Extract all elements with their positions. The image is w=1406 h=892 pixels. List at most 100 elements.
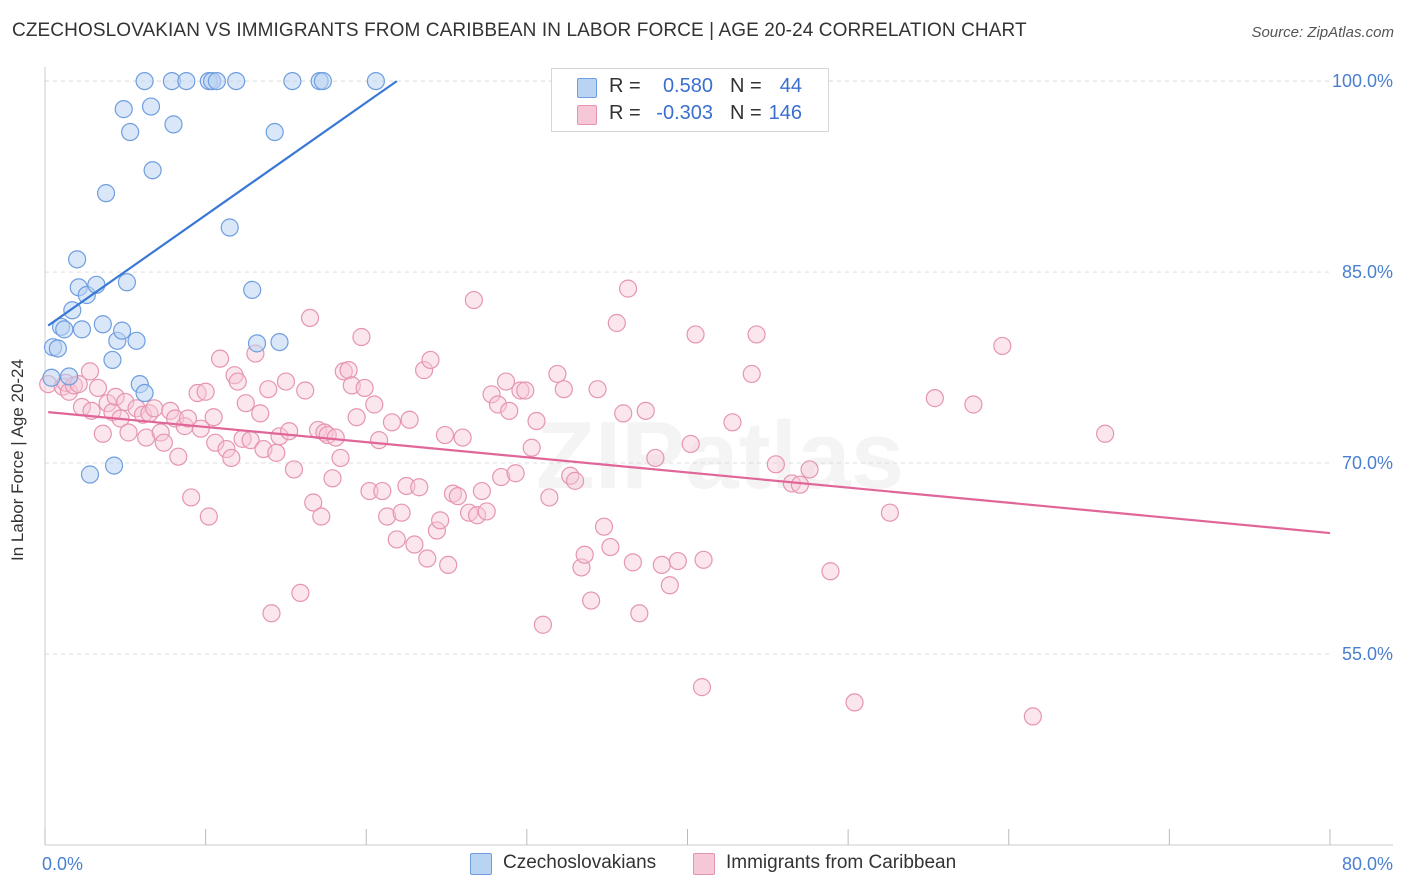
czechoslovakian-point <box>135 383 154 403</box>
czechoslovakian-point <box>270 332 289 352</box>
caribbean-point <box>594 517 614 536</box>
caribbean-point <box>145 399 164 418</box>
caribbean-point <box>472 481 491 501</box>
caribbean-point <box>191 419 210 438</box>
chart-title: CZECHOSLOVAKIAN VS IMMIGRANTS FROM CARIB… <box>12 20 1027 41</box>
caribbean-point <box>686 325 705 344</box>
caribbean-point <box>280 422 299 441</box>
czechoslovakian-point <box>243 280 262 299</box>
czechoslovakian-point <box>127 331 146 350</box>
caribbean-point <box>554 380 573 399</box>
caribbean-point <box>151 423 170 442</box>
caribbean-point <box>506 464 525 483</box>
czechoslovakian-point <box>283 71 302 91</box>
legend-swatch-pink <box>577 105 597 125</box>
legend-n-value: 44 <box>779 75 802 97</box>
caribbean-point <box>360 481 379 501</box>
caribbean-point <box>119 423 138 442</box>
czechoslovakian-point <box>164 115 183 134</box>
caribbean-point <box>199 507 218 526</box>
caribbean-point <box>365 395 384 414</box>
caribbean-point <box>182 488 201 507</box>
caribbean-point <box>607 313 626 333</box>
caribbean-point <box>339 361 358 380</box>
caribbean-point <box>467 506 487 525</box>
legend-r-value: -0.303 <box>656 102 713 124</box>
caribbean-point <box>431 511 450 530</box>
caribbean-point <box>500 401 519 420</box>
caribbean-point <box>880 503 899 522</box>
caribbean-point <box>228 372 247 391</box>
caribbean-point <box>925 389 944 408</box>
caribbean-point <box>488 395 508 414</box>
caribbean-point <box>397 476 416 496</box>
caribbean-point <box>178 409 198 428</box>
caribbean-point <box>565 471 585 490</box>
caribbean-point <box>204 408 223 427</box>
czechoslovakian-point <box>313 71 332 91</box>
caribbean-point <box>435 425 455 445</box>
caribbean-point <box>618 279 638 298</box>
czechoslovakian-point <box>112 321 132 340</box>
y-tick-label: 70.0% <box>1342 453 1393 473</box>
caribbean-point <box>652 555 671 575</box>
y-tick-label: 55.0% <box>1342 644 1393 664</box>
caribbean-point <box>723 413 742 432</box>
caribbean-point <box>410 478 429 497</box>
legend-r-label: R = <box>609 75 641 97</box>
czechoslovakian-point <box>80 465 100 484</box>
caribbean-point <box>561 466 580 485</box>
caribbean-point <box>477 502 496 521</box>
caribbean-point <box>492 467 511 487</box>
caribbean-point <box>370 431 389 450</box>
czechoslovakian-point <box>265 122 284 142</box>
caribbean-point <box>276 372 296 391</box>
caribbean-point <box>427 521 447 540</box>
caribbean-point <box>681 434 700 454</box>
caribbean-point <box>312 507 331 526</box>
czechoslovakian-point <box>103 350 122 370</box>
caribbean-point <box>448 487 467 506</box>
czechoslovakian-trend-line <box>47 80 398 327</box>
caribbean-point <box>742 364 761 384</box>
caribbean-point <box>601 537 620 557</box>
caribbean-point <box>387 530 406 549</box>
caribbean-point <box>694 550 713 569</box>
caribbean-point <box>548 364 567 384</box>
caribbean-point <box>646 448 665 468</box>
bottom-legend-swatch-blue <box>470 853 492 875</box>
y-axis-title: In Labor Force | Age 20-24 <box>8 359 27 561</box>
caribbean-point <box>80 362 100 381</box>
caribbean-point <box>373 481 392 501</box>
caribbean-point <box>222 448 241 468</box>
caribbean-point <box>296 381 315 400</box>
czechoslovakian-point <box>55 320 74 339</box>
caribbean-point <box>522 438 541 457</box>
czechoslovakian-point <box>68 250 87 269</box>
caribbean-point <box>668 551 687 571</box>
caribbean-point <box>251 404 270 423</box>
caribbean-point <box>262 604 281 623</box>
caribbean-point <box>259 380 278 399</box>
caribbean-point <box>300 308 320 328</box>
caribbean-point <box>1096 424 1115 443</box>
caribbean-point <box>443 484 463 503</box>
caribbean-point <box>993 336 1012 356</box>
caribbean-point <box>405 535 424 554</box>
caribbean-point <box>540 488 559 507</box>
caribbean-point <box>93 424 112 443</box>
caribbean-point <box>821 562 840 581</box>
caribbean-point <box>378 507 397 526</box>
correlation-legend: R = 0.580 N = 44 R = -0.303 N = 146 <box>551 68 829 132</box>
czechoslovakian-point <box>42 368 61 387</box>
caribbean-point <box>482 385 501 404</box>
caribbean-point <box>154 433 173 452</box>
caribbean-point <box>575 545 594 564</box>
caribbean-point <box>527 411 546 431</box>
czechoslovakian-point <box>59 367 79 386</box>
czechoslovakian-point <box>104 456 124 475</box>
legend-n-label: N = <box>730 102 762 124</box>
czechoslovakian-point <box>93 315 112 334</box>
caribbean-point <box>196 382 215 401</box>
